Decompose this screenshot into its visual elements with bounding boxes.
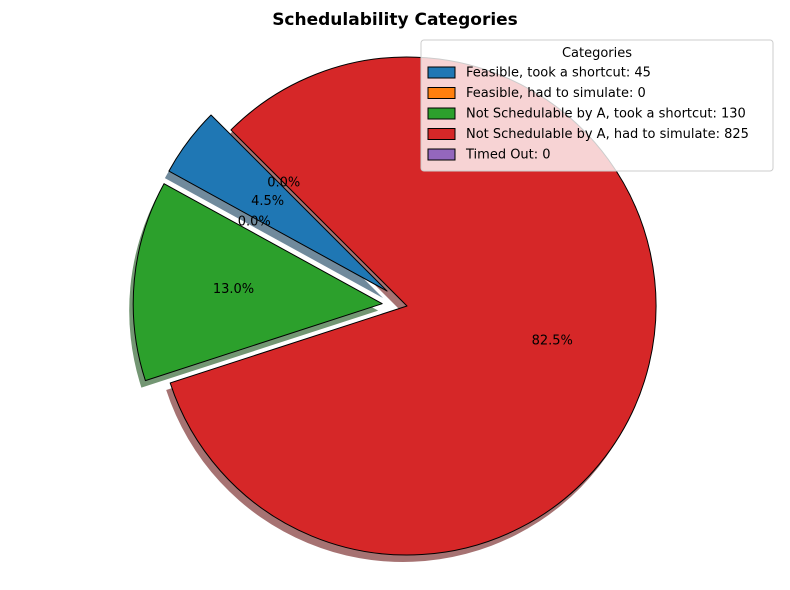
legend-swatch	[427, 128, 456, 140]
legend-swatch	[427, 87, 456, 99]
legend-swatch	[427, 107, 456, 120]
slice-percent-label: 0.0%	[238, 215, 271, 230]
pie-slice	[132, 183, 383, 382]
chart-title: Schedulability Categories	[272, 10, 518, 30]
legend-label: Not Schedulable by A, had to simulate: 8…	[466, 127, 749, 142]
legend-swatch	[427, 148, 456, 161]
slice-percent-label: 13.0%	[213, 282, 254, 297]
legend: Categories Feasible, took a shortcut: 45…	[420, 39, 774, 172]
pie-slices	[132, 56, 657, 556]
legend-swatch	[427, 66, 456, 79]
pie-slice	[168, 114, 388, 292]
legend-label: Not Schedulable by A, took a shortcut: 1…	[466, 107, 746, 122]
percent-labels: 4.5% 0.0% 13.0% 82.5% 0.0%	[213, 175, 573, 348]
slice-percent-label: 0.0%	[267, 175, 300, 190]
legend-label: Timed Out: 0	[465, 148, 551, 163]
pie-slice	[169, 56, 657, 556]
legend-title: Categories	[562, 46, 632, 61]
legend-items: Feasible, took a shortcut: 45 Feasible, h…	[427, 66, 749, 163]
slice-percent-label: 4.5%	[251, 194, 284, 209]
legend-label: Feasible, took a shortcut: 45	[466, 66, 651, 81]
legend-frame	[420, 39, 774, 172]
slice-percent-label: 82.5%	[532, 333, 573, 348]
legend-label: Feasible, had to simulate: 0	[466, 86, 646, 101]
